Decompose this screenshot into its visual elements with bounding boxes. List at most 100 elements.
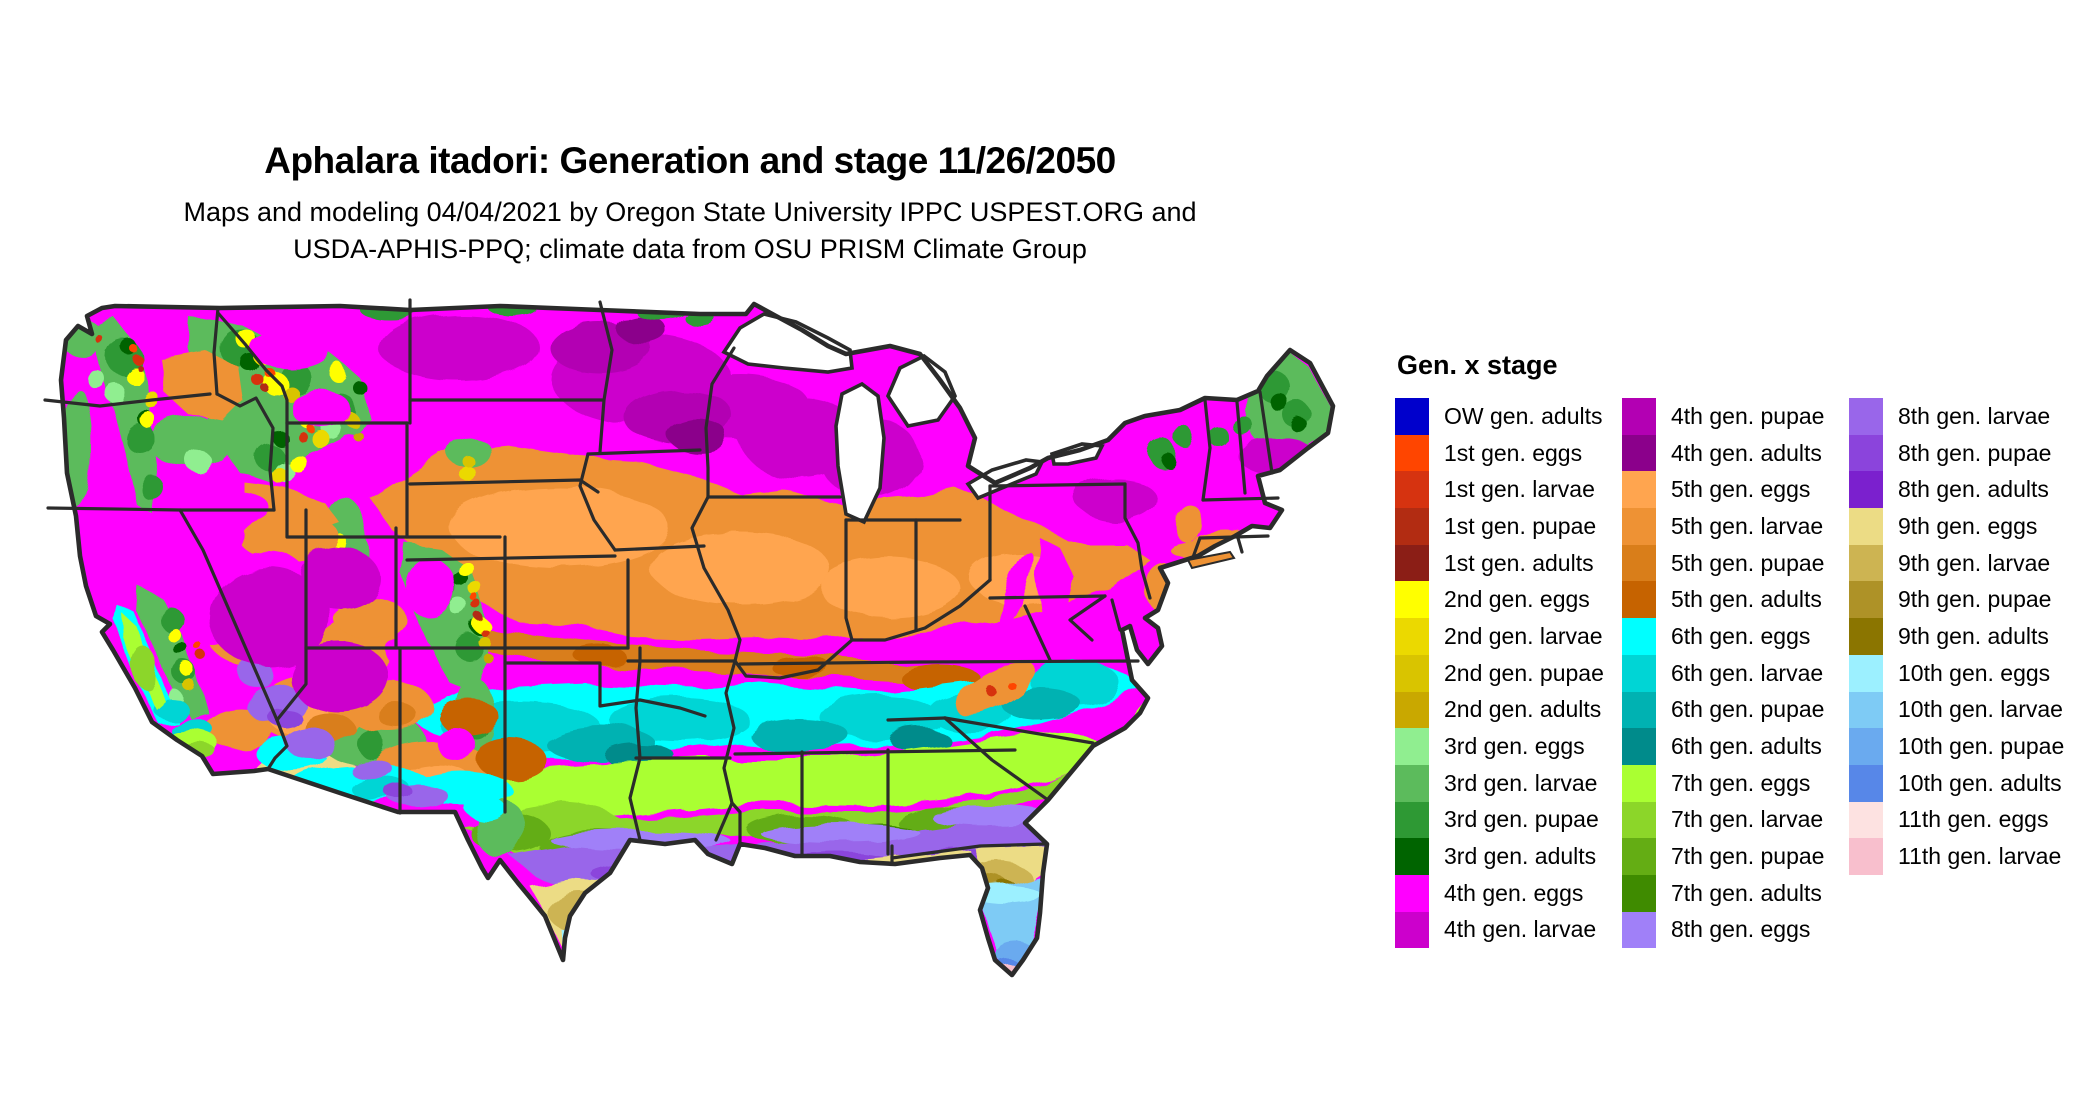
legend-row-g1_larvae: 1st gen. larvae	[1395, 471, 1622, 509]
legend-label-g1_larvae: 1st gen. larvae	[1444, 476, 1595, 503]
legend-row-g2_larvae: 2nd gen. larvae	[1395, 618, 1622, 655]
map-title: Aphalara itadori: Generation and stage 1…	[264, 140, 1116, 181]
conus-outline	[58, 301, 1336, 978]
legend-swatch-g8_larvae	[1849, 398, 1883, 435]
legend-label-g10_adults: 10th gen. adults	[1898, 769, 2062, 796]
legend-swatch-g2_adults	[1395, 691, 1429, 729]
legend-row-g7_eggs: 7th gen. eggs	[1622, 764, 1849, 802]
legend-row-g4_eggs: 4th gen. eggs	[1395, 874, 1622, 912]
legend-title: Gen. x stage	[1397, 350, 1558, 380]
legend-label-g6_larvae: 6th gen. larvae	[1671, 659, 1824, 686]
legend-swatch-g2_pupae	[1395, 654, 1429, 692]
legend-swatch-g10_adults	[1849, 764, 1883, 802]
lake-huron	[885, 353, 958, 429]
legend-row-g3_adults: 3rd gen. adults	[1395, 838, 1622, 875]
long-island	[1186, 550, 1236, 570]
legend-label-g1_adults: 1st gen. adults	[1444, 549, 1594, 576]
legend-swatch-g7_adults	[1622, 874, 1656, 912]
legend-row-g5_adults: 5th gen. adults	[1622, 581, 1849, 619]
legend-label-g9_adults: 9th gen. adults	[1898, 622, 2049, 649]
legend-label-g9_eggs: 9th gen. eggs	[1898, 512, 2038, 539]
legend-swatch-g6_larvae	[1622, 654, 1656, 692]
legend-label-g4_pupae: 4th gen. pupae	[1671, 402, 1825, 429]
legend-swatch-g5_adults	[1622, 581, 1656, 619]
legend-swatch-g4_larvae	[1395, 911, 1429, 949]
legend-row-g10_eggs: 10th gen. eggs	[1849, 654, 2076, 692]
legend-row-g9_eggs: 9th gen. eggs	[1849, 508, 2076, 545]
legend-columns: OW gen. adults 1st gen. eggs 1st gen. larv…	[1395, 398, 2076, 949]
legend-swatch-g4_adults	[1622, 434, 1656, 472]
legend-column-2: 4th gen. pupae 4th gen. adults 5th gen. eg…	[1622, 398, 1849, 949]
legend-row-g1_pupae: 1st gen. pupae	[1395, 508, 1622, 545]
us-generation-stage-map	[40, 288, 1362, 1006]
legend-swatch-g6_pupae	[1622, 691, 1656, 729]
legend-label-g6_pupae: 6th gen. pupae	[1671, 696, 1825, 723]
legend-label-g8_pupae: 8th gen. pupae	[1898, 439, 2052, 466]
legend-label-g4_adults: 4th gen. adults	[1671, 439, 1822, 466]
legend-row-g7_larvae: 7th gen. larvae	[1622, 801, 1849, 839]
legend-row-g6_adults: 6th gen. adults	[1622, 728, 1849, 765]
legend-row-g10_larvae: 10th gen. larvae	[1849, 691, 2076, 729]
legend: Gen. x stage OW gen. adults 1st gen. eggs…	[1395, 350, 2076, 949]
legend-swatch-g3_adults	[1395, 838, 1429, 875]
legend-label-ow_adults: OW gen. adults	[1444, 402, 1603, 429]
legend-row-g9_larvae: 9th gen. larvae	[1849, 544, 2076, 582]
legend-swatch-g1_pupae	[1395, 508, 1429, 545]
legend-row-g5_pupae: 5th gen. pupae	[1622, 544, 1849, 582]
legend-row-g1_adults: 1st gen. adults	[1395, 544, 1622, 582]
legend-label-g11_larvae: 11th gen. larvae	[1898, 843, 2062, 870]
legend-row-g3_eggs: 3rd gen. eggs	[1395, 728, 1622, 765]
legend-label-g11_eggs: 11th gen. eggs	[1898, 806, 2049, 833]
legend-label-g8_larvae: 8th gen. larvae	[1898, 402, 2051, 429]
legend-row-g9_adults: 9th gen. adults	[1849, 618, 2076, 655]
legend-swatch-g8_pupae	[1849, 434, 1883, 472]
lake-michigan	[834, 381, 886, 525]
map-subtitle: Maps and modeling 04/04/2021 by Oregon S…	[0, 194, 1380, 268]
legend-label-g7_eggs: 7th gen. eggs	[1671, 769, 1811, 796]
legend-swatch-g7_pupae	[1622, 838, 1656, 875]
legend-swatch-g9_adults	[1849, 618, 1883, 655]
legend-row-g10_adults: 10th gen. adults	[1849, 764, 2076, 802]
legend-row-g5_larvae: 5th gen. larvae	[1622, 508, 1849, 545]
legend-label-g9_pupae: 9th gen. pupae	[1898, 586, 2052, 613]
legend-swatch-g1_adults	[1395, 544, 1429, 582]
legend-row-g10_pupae: 10th gen. pupae	[1849, 728, 2076, 765]
legend-row-g6_eggs: 6th gen. eggs	[1622, 618, 1849, 655]
legend-swatch-g4_eggs	[1395, 874, 1429, 912]
legend-label-g2_pupae: 2nd gen. pupae	[1444, 659, 1604, 686]
legend-label-g8_adults: 8th gen. adults	[1898, 476, 2049, 503]
legend-swatch-g5_larvae	[1622, 508, 1656, 545]
legend-swatch-g5_pupae	[1622, 544, 1656, 582]
legend-label-g6_adults: 6th gen. adults	[1671, 733, 1822, 760]
legend-row-g7_pupae: 7th gen. pupae	[1622, 838, 1849, 875]
legend-swatch-g7_larvae	[1622, 801, 1656, 839]
legend-swatch-g4_pupae	[1622, 398, 1656, 435]
legend-row-g7_adults: 7th gen. adults	[1622, 874, 1849, 912]
legend-label-g8_eggs: 8th gen. eggs	[1671, 916, 1811, 943]
legend-swatch-g6_adults	[1622, 728, 1656, 765]
legend-swatch-g9_pupae	[1849, 581, 1883, 619]
legend-label-g5_adults: 5th gen. adults	[1671, 586, 1822, 613]
legend-row-g3_larvae: 3rd gen. larvae	[1395, 764, 1622, 802]
legend-swatch-g1_larvae	[1395, 471, 1429, 509]
legend-swatch-g2_eggs	[1395, 581, 1429, 619]
legend-label-g7_adults: 7th gen. adults	[1671, 879, 1822, 906]
legend-label-g1_pupae: 1st gen. pupae	[1444, 512, 1597, 539]
legend-row-ow_adults: OW gen. adults	[1395, 398, 1622, 435]
legend-label-g3_larvae: 3rd gen. larvae	[1444, 769, 1598, 796]
legend-label-g10_pupae: 10th gen. pupae	[1898, 733, 2065, 760]
state-borders	[43, 298, 1280, 864]
legend-row-g2_adults: 2nd gen. adults	[1395, 691, 1622, 729]
legend-row-g8_adults: 8th gen. adults	[1849, 471, 2076, 509]
legend-row-g3_pupae: 3rd gen. pupae	[1395, 801, 1622, 839]
legend-swatch-g8_adults	[1849, 471, 1883, 509]
legend-swatch-g8_eggs	[1622, 911, 1656, 949]
legend-label-g9_larvae: 9th gen. larvae	[1898, 549, 2051, 576]
legend-row-g11_eggs: 11th gen. eggs	[1849, 801, 2076, 839]
legend-label-g10_larvae: 10th gen. larvae	[1898, 696, 2063, 723]
legend-label-g3_adults: 3rd gen. adults	[1444, 843, 1597, 870]
legend-swatch-g2_larvae	[1395, 618, 1429, 655]
legend-row-g2_pupae: 2nd gen. pupae	[1395, 654, 1622, 692]
lake-superior	[721, 312, 854, 374]
